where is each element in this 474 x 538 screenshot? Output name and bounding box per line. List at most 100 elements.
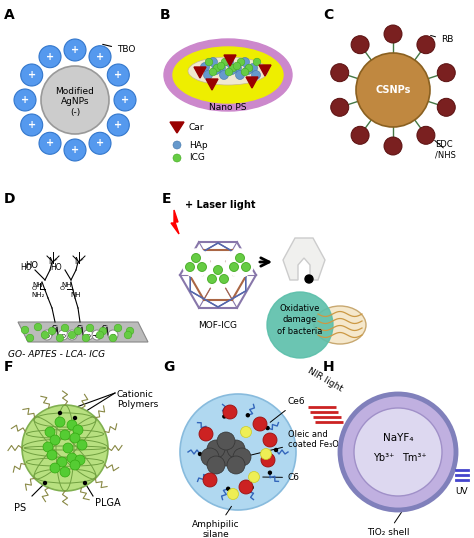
Circle shape bbox=[223, 405, 237, 419]
Polygon shape bbox=[194, 67, 206, 78]
Circle shape bbox=[108, 330, 118, 340]
Circle shape bbox=[55, 417, 65, 427]
Ellipse shape bbox=[314, 306, 366, 344]
Circle shape bbox=[208, 274, 217, 284]
Circle shape bbox=[253, 417, 267, 431]
Polygon shape bbox=[170, 122, 184, 133]
Circle shape bbox=[237, 58, 245, 66]
Circle shape bbox=[227, 456, 245, 474]
Circle shape bbox=[263, 433, 277, 447]
Circle shape bbox=[331, 98, 349, 116]
Circle shape bbox=[107, 64, 129, 86]
Circle shape bbox=[217, 448, 235, 466]
Circle shape bbox=[241, 263, 250, 272]
Text: PLGA: PLGA bbox=[95, 498, 120, 508]
Circle shape bbox=[437, 63, 455, 82]
Circle shape bbox=[82, 334, 90, 342]
Circle shape bbox=[354, 408, 442, 496]
Circle shape bbox=[45, 427, 55, 437]
Circle shape bbox=[198, 263, 207, 272]
Circle shape bbox=[39, 46, 61, 68]
Text: E: E bbox=[162, 192, 172, 206]
Circle shape bbox=[241, 68, 249, 76]
Circle shape bbox=[42, 330, 52, 340]
Text: TBO: TBO bbox=[103, 44, 136, 54]
Circle shape bbox=[250, 486, 253, 489]
Circle shape bbox=[182, 249, 210, 277]
Circle shape bbox=[21, 64, 43, 86]
Circle shape bbox=[225, 68, 233, 76]
Circle shape bbox=[227, 487, 230, 490]
Text: O: O bbox=[61, 334, 65, 338]
Text: N⁺: N⁺ bbox=[74, 258, 84, 266]
Circle shape bbox=[203, 70, 212, 80]
Circle shape bbox=[48, 327, 56, 335]
Text: Yb³⁺: Yb³⁺ bbox=[374, 453, 395, 463]
Text: Nano PS: Nano PS bbox=[209, 103, 247, 112]
Text: +: + bbox=[71, 45, 79, 55]
Circle shape bbox=[417, 36, 435, 54]
Text: O: O bbox=[70, 334, 74, 338]
Text: HAp: HAp bbox=[189, 140, 208, 150]
Circle shape bbox=[331, 63, 349, 82]
Text: NH: NH bbox=[33, 282, 43, 288]
Text: EDC
/NHS: EDC /NHS bbox=[435, 140, 456, 159]
Circle shape bbox=[114, 324, 122, 332]
Text: RB: RB bbox=[430, 36, 453, 45]
Circle shape bbox=[209, 68, 217, 76]
Text: PS: PS bbox=[14, 503, 26, 513]
Ellipse shape bbox=[164, 39, 292, 111]
Circle shape bbox=[21, 326, 29, 334]
Text: Oxidative
damage
of bacteria: Oxidative damage of bacteria bbox=[277, 303, 323, 336]
Polygon shape bbox=[171, 210, 179, 234]
Text: NH: NH bbox=[71, 292, 81, 298]
Text: NaYF₄: NaYF₄ bbox=[383, 433, 413, 443]
Circle shape bbox=[205, 58, 213, 66]
Circle shape bbox=[89, 46, 111, 68]
Circle shape bbox=[351, 126, 369, 144]
Circle shape bbox=[267, 292, 333, 358]
Circle shape bbox=[22, 405, 108, 491]
Text: O: O bbox=[85, 334, 91, 338]
Circle shape bbox=[219, 70, 228, 80]
Text: +: + bbox=[46, 52, 54, 62]
Circle shape bbox=[83, 330, 93, 340]
Circle shape bbox=[68, 331, 76, 339]
Circle shape bbox=[39, 132, 61, 154]
Text: N⁺: N⁺ bbox=[48, 258, 58, 266]
Text: O: O bbox=[94, 334, 100, 338]
Text: NH₂: NH₂ bbox=[31, 292, 45, 298]
Text: +: + bbox=[121, 95, 129, 105]
Circle shape bbox=[253, 58, 261, 66]
Circle shape bbox=[228, 489, 238, 499]
Circle shape bbox=[417, 126, 435, 144]
Text: GO- APTES - LCA- ICG: GO- APTES - LCA- ICG bbox=[8, 350, 105, 359]
Circle shape bbox=[99, 327, 107, 335]
Text: HO: HO bbox=[50, 264, 62, 273]
Circle shape bbox=[92, 330, 102, 340]
Circle shape bbox=[185, 263, 194, 272]
Circle shape bbox=[340, 394, 456, 510]
Circle shape bbox=[126, 327, 134, 335]
Circle shape bbox=[226, 249, 254, 277]
Circle shape bbox=[213, 64, 221, 72]
Text: +: + bbox=[114, 70, 122, 80]
Circle shape bbox=[50, 435, 60, 445]
Text: +: + bbox=[114, 120, 122, 130]
Circle shape bbox=[14, 89, 36, 111]
Text: +: + bbox=[96, 52, 104, 62]
Circle shape bbox=[217, 63, 226, 73]
Circle shape bbox=[201, 448, 219, 466]
Text: Tm³⁺: Tm³⁺ bbox=[401, 453, 426, 463]
Circle shape bbox=[227, 440, 245, 458]
Circle shape bbox=[229, 64, 237, 72]
Text: HO: HO bbox=[20, 264, 32, 273]
Circle shape bbox=[244, 66, 253, 74]
Circle shape bbox=[73, 425, 83, 435]
Text: B: B bbox=[160, 8, 171, 22]
Text: +: + bbox=[27, 120, 36, 130]
Circle shape bbox=[96, 331, 104, 339]
Circle shape bbox=[213, 265, 222, 274]
Circle shape bbox=[83, 482, 86, 485]
Circle shape bbox=[58, 412, 62, 414]
